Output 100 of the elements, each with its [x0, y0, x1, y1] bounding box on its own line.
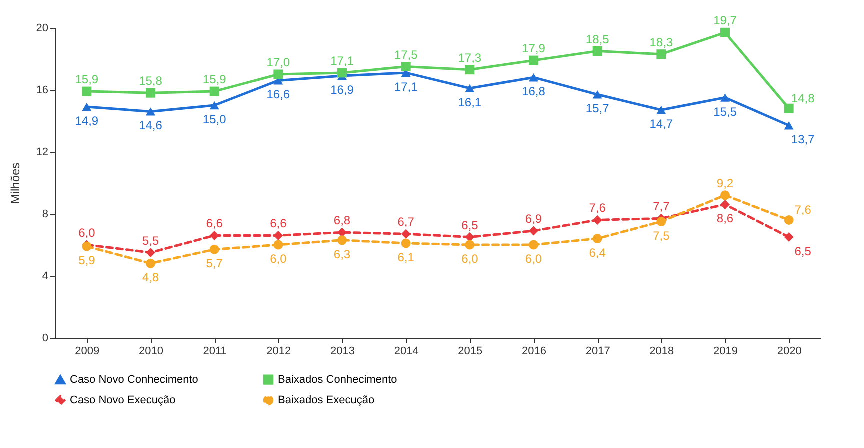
data-label: 18,3 [650, 35, 674, 50]
point [274, 230, 284, 240]
y-tick-label: 16 [36, 84, 48, 96]
data-label: 14,9 [75, 114, 99, 128]
data-label: 6,5 [462, 218, 479, 232]
x-tick-label: 2009 [75, 346, 100, 358]
point [592, 234, 602, 244]
data-label: 15,8 [139, 74, 163, 88]
x-tick-label: 2013 [330, 346, 355, 358]
data-label: 6,0 [78, 226, 96, 240]
point [146, 248, 156, 258]
data-label: 6,8 [334, 214, 351, 228]
point [465, 65, 475, 75]
point [82, 102, 92, 112]
point [529, 73, 538, 82]
y-tick-label: 0 [42, 332, 48, 344]
data-label: 15,5 [714, 104, 738, 119]
legend-label: Baixados Conhecimento [278, 374, 398, 386]
x-tick-label: 2011 [203, 346, 227, 358]
y-tick-label: 4 [42, 270, 48, 282]
point [720, 28, 730, 38]
data-label: 13,7 [791, 132, 816, 147]
data-label: 8,6 [716, 212, 734, 226]
legend-label: Baixados Execução [278, 394, 375, 406]
x-tick-label: 2018 [650, 346, 674, 358]
data-label: 6,7 [398, 215, 415, 230]
point [784, 215, 794, 225]
data-label: 15,7 [586, 102, 610, 116]
data-label: 17,5 [394, 48, 418, 62]
data-label: 6,6 [270, 216, 288, 231]
point [146, 108, 156, 116]
data-label: 7,5 [653, 228, 670, 243]
point [784, 104, 794, 114]
data-label: 6,0 [462, 252, 479, 266]
point [784, 122, 794, 130]
y-tick-label: 12 [36, 146, 48, 158]
x-tick-label: 2010 [139, 346, 164, 358]
data-label: 6,9 [525, 212, 542, 226]
data-label: 17,1 [394, 80, 418, 94]
data-label: 6,3 [334, 247, 351, 262]
point [720, 190, 730, 200]
data-label: 6,0 [270, 252, 288, 266]
legend-label: Caso Novo Execução [70, 394, 176, 406]
data-label: 5,5 [142, 234, 160, 248]
data-label: 7,6 [794, 203, 812, 218]
point [274, 240, 284, 250]
data-label: 5,7 [206, 256, 224, 271]
point [338, 68, 347, 78]
data-label: 6,5 [794, 244, 812, 258]
data-label: 7,6 [589, 201, 606, 216]
x-tick-label: 2015 [458, 346, 483, 358]
y-axis-title: Milhões [8, 162, 22, 204]
point [82, 86, 92, 96]
data-label: 6,1 [398, 250, 415, 264]
point [210, 230, 220, 240]
point [465, 240, 475, 250]
point [146, 258, 156, 268]
point [529, 226, 538, 236]
point [656, 50, 666, 60]
point [465, 232, 475, 242]
point [274, 70, 284, 80]
point [465, 84, 475, 93]
data-label: 6,6 [206, 216, 224, 231]
point [401, 238, 411, 248]
point [338, 236, 347, 246]
data-label: 15,9 [75, 72, 99, 87]
data-label: 5,9 [78, 254, 96, 268]
point [656, 106, 666, 114]
x-tick-label: 2014 [394, 346, 419, 358]
point [592, 215, 602, 225]
point [529, 56, 538, 66]
data-label: 16,6 [266, 88, 290, 102]
data-label: 4,8 [142, 270, 160, 285]
point [656, 217, 666, 226]
y-tick-label: 20 [36, 22, 48, 34]
x-tick-label: 2017 [586, 346, 610, 358]
data-label: 18,5 [586, 32, 610, 46]
data-label: 16,8 [522, 84, 546, 99]
data-label: 17,9 [522, 42, 546, 56]
point [401, 62, 411, 72]
point [338, 228, 347, 238]
data-label: 14,7 [650, 117, 674, 132]
point [784, 232, 794, 242]
point [592, 46, 602, 56]
data-label: 14,6 [139, 118, 163, 133]
data-label: 16,1 [458, 95, 482, 110]
point [210, 86, 220, 96]
point [210, 101, 220, 110]
data-label: 9,2 [716, 176, 734, 190]
x-tick-label: 2020 [777, 346, 802, 358]
point [146, 88, 156, 98]
data-label: 17,0 [266, 56, 290, 70]
y-tick-label: 8 [42, 208, 48, 220]
point [720, 94, 730, 102]
data-label: 14,8 [791, 92, 816, 106]
x-tick-label: 2019 [714, 346, 738, 358]
x-tick-label: 2016 [522, 346, 546, 358]
legend-label: Caso Novo Conhecimento [70, 374, 198, 386]
data-label: 7,7 [653, 200, 670, 214]
point [210, 244, 220, 254]
